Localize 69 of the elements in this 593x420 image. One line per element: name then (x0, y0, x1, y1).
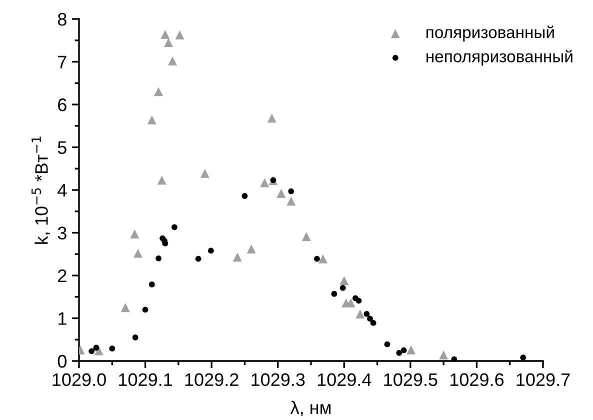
y-tick-label: 8 (58, 12, 66, 26)
point (520, 354, 526, 361)
point (340, 276, 349, 286)
point (364, 311, 370, 317)
x-tick-label: 1029.4 (318, 373, 372, 386)
point (130, 230, 140, 239)
point (246, 244, 256, 254)
point (164, 38, 173, 48)
point (132, 334, 138, 340)
legend-label: неполяризованный (426, 50, 572, 66)
point (267, 114, 276, 123)
y-tick-label: 3 (58, 226, 66, 240)
point (318, 254, 328, 264)
y-tick-label: 5 (58, 141, 66, 154)
point (175, 30, 184, 40)
point (88, 348, 95, 354)
y-tick-label: 7 (58, 56, 66, 68)
y-axis-title: k, 10$^{−5}$ *Вт$^{−1}$ (32, 136, 50, 244)
x-tick-label: 1029.0 (52, 373, 106, 386)
point (154, 87, 164, 96)
point (260, 178, 270, 188)
x-tick-label: 1029.2 (185, 373, 238, 386)
y-tick-label: 6 (58, 98, 66, 112)
point (93, 344, 100, 351)
point (406, 345, 416, 354)
point (451, 356, 458, 361)
point (276, 188, 286, 198)
point (156, 255, 162, 262)
point (172, 224, 178, 230)
point (109, 346, 116, 352)
point (160, 30, 170, 39)
point (286, 196, 296, 206)
point (148, 282, 155, 288)
legend-label: поляризованный (426, 26, 554, 42)
point (147, 115, 156, 124)
point (157, 176, 166, 185)
point (120, 303, 130, 312)
y-tick-label: 2 (58, 269, 66, 282)
x-axis-title: λ, нм (290, 400, 330, 416)
x-tick-label: 1029.3 (252, 373, 305, 386)
point (331, 290, 338, 297)
x-tick-label: 1029.7 (516, 373, 570, 386)
point (370, 320, 376, 326)
point (384, 341, 390, 348)
point (314, 256, 320, 262)
point (195, 256, 202, 262)
point (133, 248, 142, 258)
point (288, 188, 294, 194)
y-tick-label: 4 (58, 184, 67, 197)
point (340, 284, 346, 291)
point (142, 306, 148, 313)
point (232, 252, 242, 262)
point (400, 347, 407, 354)
point (439, 350, 448, 360)
point (356, 309, 365, 318)
point (396, 350, 402, 356)
y-tick-label: 0 (58, 354, 66, 368)
x-tick-label: 1029.5 (384, 373, 438, 386)
point (356, 298, 362, 304)
point (168, 56, 177, 66)
point (208, 248, 214, 254)
point (346, 298, 356, 308)
point (302, 232, 311, 242)
point (242, 193, 248, 199)
point (200, 168, 210, 178)
x-tick-label: 1029.1 (119, 373, 172, 386)
point (367, 316, 373, 322)
y-tick-label: 1 (58, 312, 66, 325)
x-tick-label: 1029.6 (450, 373, 504, 386)
